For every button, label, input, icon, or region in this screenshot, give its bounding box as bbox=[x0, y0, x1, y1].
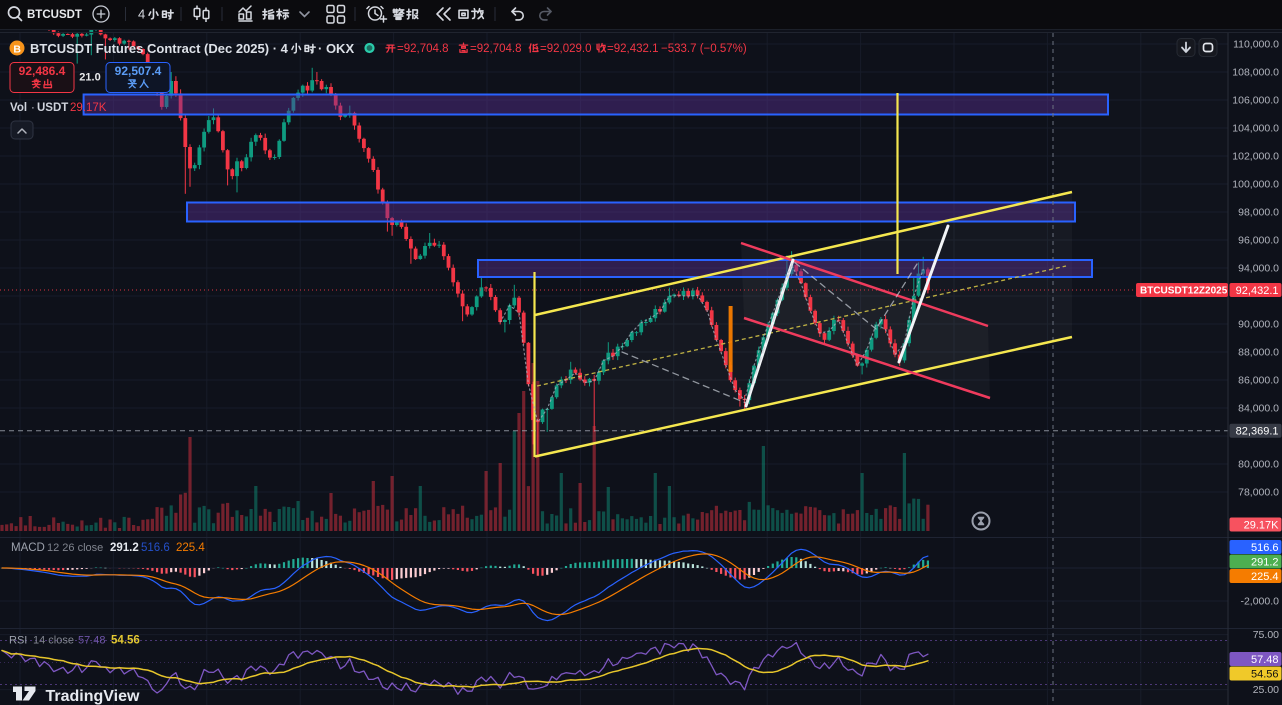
svg-text:516.6: 516.6 bbox=[1251, 542, 1279, 554]
svg-text:29.17K: 29.17K bbox=[1244, 519, 1280, 531]
svg-text:98,000.0: 98,000.0 bbox=[1238, 207, 1279, 219]
svg-text:291.2: 291.2 bbox=[110, 542, 139, 554]
svg-text:12 26 close: 12 26 close bbox=[47, 542, 103, 554]
svg-text:106,000.0: 106,000.0 bbox=[1232, 95, 1279, 107]
svg-text:57.48: 57.48 bbox=[78, 635, 106, 647]
svg-text:84,000.0: 84,000.0 bbox=[1238, 403, 1279, 415]
svg-text:USDT: USDT bbox=[37, 102, 68, 114]
svg-text:92,432.1: 92,432.1 bbox=[1236, 285, 1279, 297]
svg-text:54.56: 54.56 bbox=[111, 635, 140, 647]
svg-text:92,507.4: 92,507.4 bbox=[115, 64, 162, 78]
svg-text:54.56: 54.56 bbox=[1251, 668, 1279, 680]
svg-text:57.48: 57.48 bbox=[1251, 654, 1279, 666]
svg-text:·: · bbox=[31, 102, 35, 114]
svg-text:=92,029.0: =92,029.0 bbox=[540, 43, 591, 55]
svg-text:4: 4 bbox=[138, 7, 145, 22]
svg-text:110,000.0: 110,000.0 bbox=[1233, 39, 1279, 51]
svg-text:78,000.0: 78,000.0 bbox=[1238, 487, 1279, 499]
svg-text:BTCUSDT: BTCUSDT bbox=[27, 9, 82, 21]
svg-text:104,000.0: 104,000.0 bbox=[1232, 123, 1279, 135]
svg-text:TradingView: TradingView bbox=[46, 688, 141, 705]
svg-text:100,000.0: 100,000.0 bbox=[1232, 179, 1279, 191]
svg-text:=92,704.8: =92,704.8 bbox=[470, 43, 521, 55]
svg-text:14 close: 14 close bbox=[33, 635, 74, 647]
svg-text:86,000.0: 86,000.0 bbox=[1238, 375, 1279, 387]
svg-text:· OKX: · OKX bbox=[318, 41, 354, 56]
svg-text:102,000.0: 102,000.0 bbox=[1232, 151, 1279, 163]
svg-text:MACD: MACD bbox=[11, 542, 45, 554]
svg-text:516.6: 516.6 bbox=[141, 542, 170, 554]
svg-text:Vol: Vol bbox=[10, 102, 27, 114]
svg-text:−533.7 (−0.57%): −533.7 (−0.57%) bbox=[661, 43, 747, 55]
svg-text:94,000.0: 94,000.0 bbox=[1238, 263, 1279, 275]
svg-text:92,486.4: 92,486.4 bbox=[19, 64, 66, 78]
svg-text:225.4: 225.4 bbox=[176, 542, 205, 554]
svg-text:96,000.0: 96,000.0 bbox=[1238, 235, 1279, 247]
svg-text:75.00: 75.00 bbox=[1253, 629, 1279, 641]
svg-text:=92,432.1: =92,432.1 bbox=[607, 43, 658, 55]
svg-text:80,000.0: 80,000.0 bbox=[1238, 459, 1279, 471]
svg-text:=92,704.8: =92,704.8 bbox=[397, 43, 448, 55]
svg-text:BTCUSDT12Z2025: BTCUSDT12Z2025 bbox=[1140, 286, 1228, 297]
svg-text:RSI: RSI bbox=[9, 635, 27, 647]
svg-text:BTCUSDT Futures Contract (Dec: BTCUSDT Futures Contract (Dec 2025) · 4 bbox=[30, 41, 289, 56]
svg-text:B: B bbox=[13, 43, 21, 55]
svg-text:21.0: 21.0 bbox=[79, 72, 100, 84]
svg-text:291.2: 291.2 bbox=[1251, 556, 1279, 568]
svg-text:225.4: 225.4 bbox=[1251, 571, 1279, 583]
svg-text:29.17K: 29.17K bbox=[70, 102, 107, 114]
svg-text:82,369.1: 82,369.1 bbox=[1236, 426, 1279, 438]
svg-text:90,000.0: 90,000.0 bbox=[1238, 319, 1279, 331]
svg-text:-2,000.0: -2,000.0 bbox=[1240, 596, 1279, 608]
svg-text:88,000.0: 88,000.0 bbox=[1238, 347, 1279, 359]
svg-text:108,000.0: 108,000.0 bbox=[1232, 67, 1279, 79]
svg-text:25.00: 25.00 bbox=[1253, 684, 1279, 696]
